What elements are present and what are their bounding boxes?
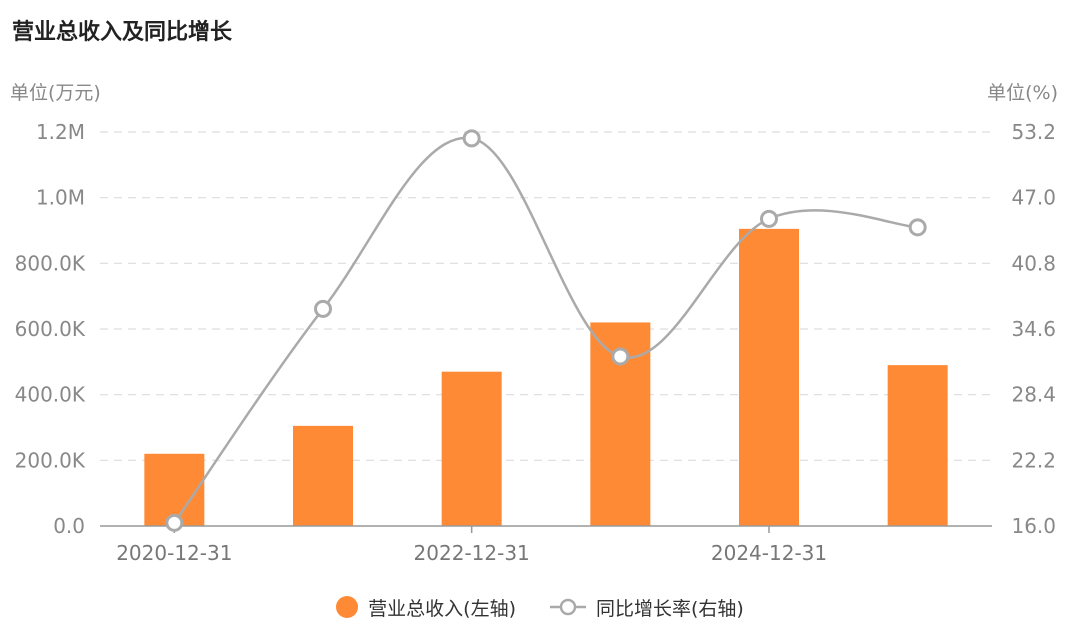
y-right-tick-label: 40.8 [1011, 251, 1056, 275]
legend-item-revenue[interactable]: 营业总收入(左轴) [336, 594, 516, 621]
bar [441, 371, 502, 526]
growth-line [173, 136, 918, 524]
legend-label-revenue: 营业总收入(左轴) [368, 597, 516, 620]
legend-bar-swatch [336, 596, 359, 618]
y-right-tick-label: 16.0 [1011, 514, 1056, 538]
x-tick-label: 2024-12-31 [711, 541, 827, 565]
y-right-tick-label: 34.6 [1011, 317, 1056, 341]
y-right-tick-label: 22.2 [1011, 448, 1056, 472]
growth-point [165, 513, 184, 532]
y-left-tick-label: 200.0K [15, 448, 86, 472]
bar [739, 228, 799, 526]
y-left-tick-label: 1.0M [36, 186, 85, 210]
right-axis-unit: 单位(%) [987, 82, 1058, 104]
growth-point [611, 347, 630, 366]
y-left-tick-label: 1.2M [36, 120, 85, 144]
y-right-tick-label: 53.2 [1011, 120, 1056, 144]
bar [293, 425, 353, 526]
legend-label-growth: 同比增长率(右轴) [596, 597, 744, 620]
y-left-tick-label: 600.0K [15, 317, 86, 341]
y-right-tick-label: 28.4 [1011, 383, 1056, 407]
x-tick-label: 2022-12-31 [414, 541, 530, 565]
chart-legend: 营业总收入(左轴) 同比增长率(右轴) [0, 590, 1080, 624]
growth-point [760, 209, 778, 228]
growth-point [462, 129, 481, 148]
growth-point [314, 299, 332, 318]
legend-line-swatch [550, 598, 586, 616]
y-right-tick-label: 47.0 [1011, 186, 1056, 210]
bar [887, 365, 948, 526]
chart-title: 营业总收入及同比增长 [12, 20, 233, 45]
y-left-tick-label: 400.0K [15, 383, 86, 407]
growth-point [908, 218, 927, 237]
y-left-tick-label: 0.0 [53, 514, 85, 538]
left-axis-unit: 单位(万元) [10, 82, 101, 104]
y-left-tick-label: 800.0K [15, 251, 86, 275]
legend-item-growth[interactable]: 同比增长率(右轴) [550, 594, 744, 621]
x-tick-label: 2020-12-31 [116, 541, 232, 565]
